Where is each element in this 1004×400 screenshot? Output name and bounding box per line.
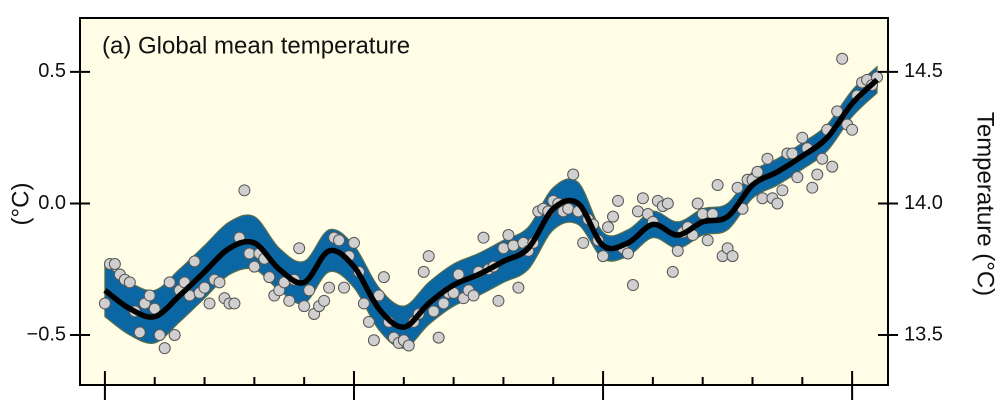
- annual-point: [357, 297, 370, 310]
- annual-point: [726, 250, 739, 263]
- annual-point: [188, 255, 201, 268]
- annual-point: [756, 192, 769, 205]
- annual-point: [338, 281, 351, 294]
- annual-point: [417, 265, 430, 278]
- plot-background: [80, 18, 888, 385]
- annual-point: [203, 297, 216, 310]
- annual-point: [636, 192, 649, 205]
- annual-point: [666, 265, 679, 278]
- line-layer: [103, 77, 879, 330]
- y-tick-label: 0.5: [38, 60, 66, 82]
- annual-point: [333, 234, 346, 247]
- y2-tick-label: 14.0: [904, 192, 943, 214]
- annual-point: [377, 271, 390, 284]
- annual-point: [492, 294, 505, 307]
- annual-point: [776, 184, 789, 197]
- annual-point: [402, 339, 415, 352]
- annual-point: [123, 276, 136, 289]
- annual-point: [612, 194, 625, 207]
- axes-layer: −0.5 0.0 0.5 13.5 14.0 14.5: [27, 17, 943, 400]
- y-tick-label: −0.5: [27, 323, 66, 345]
- annual-point: [323, 281, 336, 294]
- annual-point: [367, 334, 380, 347]
- annual-point: [422, 250, 435, 263]
- annual-point: [502, 229, 515, 242]
- annual-point: [806, 181, 819, 194]
- annual-point: [168, 329, 181, 342]
- annual-point: [701, 234, 714, 247]
- annual-point: [796, 131, 809, 144]
- annual-point: [98, 297, 111, 310]
- annual-point: [497, 242, 510, 255]
- annual-point: [477, 231, 490, 244]
- annual-point: [711, 179, 724, 192]
- annual-point: [607, 210, 620, 223]
- y2-tick-label: 13.5: [904, 323, 943, 345]
- annual-point: [567, 168, 580, 181]
- annual-point: [836, 52, 849, 65]
- annual-point: [631, 205, 644, 218]
- annual-point: [158, 342, 171, 355]
- y-tick-label: 0.0: [38, 192, 66, 214]
- annual-point: [602, 221, 615, 234]
- annual-point: [153, 329, 166, 342]
- annual-point: [293, 242, 306, 255]
- annual-point: [248, 260, 261, 273]
- y2-axis-title: Temperature (°C): [972, 112, 999, 296]
- annual-point: [347, 236, 360, 249]
- annual-point: [562, 202, 575, 215]
- annual-point: [198, 281, 211, 294]
- annual-point: [761, 152, 774, 165]
- annual-point: [243, 247, 256, 260]
- annual-point: [846, 123, 859, 136]
- annual-point: [731, 181, 744, 194]
- annual-point: [163, 276, 176, 289]
- annual-point: [108, 257, 121, 270]
- annual-point: [143, 289, 156, 302]
- annual-point: [437, 297, 450, 310]
- annual-point: [597, 250, 610, 263]
- y2-tick-label: 14.5: [904, 60, 943, 82]
- annual-point: [303, 284, 316, 297]
- annual-point: [696, 207, 709, 220]
- y-axis-title: (°C): [7, 183, 34, 226]
- annual-point: [691, 197, 704, 210]
- annual-point: [577, 236, 590, 249]
- annual-point: [671, 244, 684, 257]
- annual-point: [263, 271, 276, 284]
- annual-point: [228, 297, 241, 310]
- annual-point: [621, 247, 634, 260]
- annual-point: [512, 281, 525, 294]
- annual-point: [298, 300, 311, 313]
- annual-point: [432, 331, 445, 344]
- annual-point: [133, 326, 146, 339]
- annual-point: [811, 168, 824, 181]
- annual-point: [816, 152, 829, 165]
- annual-point: [283, 294, 296, 307]
- annual-point: [771, 197, 784, 210]
- annual-point: [238, 184, 251, 197]
- smoothed-line: [103, 77, 879, 330]
- annual-point: [467, 289, 480, 302]
- annual-point: [626, 279, 639, 292]
- plot-frame: [79, 17, 889, 386]
- annual-point: [507, 239, 520, 252]
- annual-point: [427, 305, 440, 318]
- annual-point: [362, 315, 375, 328]
- annual-point: [791, 171, 804, 184]
- annual-point: [213, 276, 226, 289]
- annual-point: [786, 147, 799, 160]
- annual-point: [318, 294, 331, 307]
- annual-point: [661, 197, 674, 210]
- chart-title: (a) Global mean temperature: [102, 32, 410, 59]
- annual-point: [751, 165, 764, 178]
- annual-point: [826, 160, 839, 173]
- annual-point: [831, 105, 844, 118]
